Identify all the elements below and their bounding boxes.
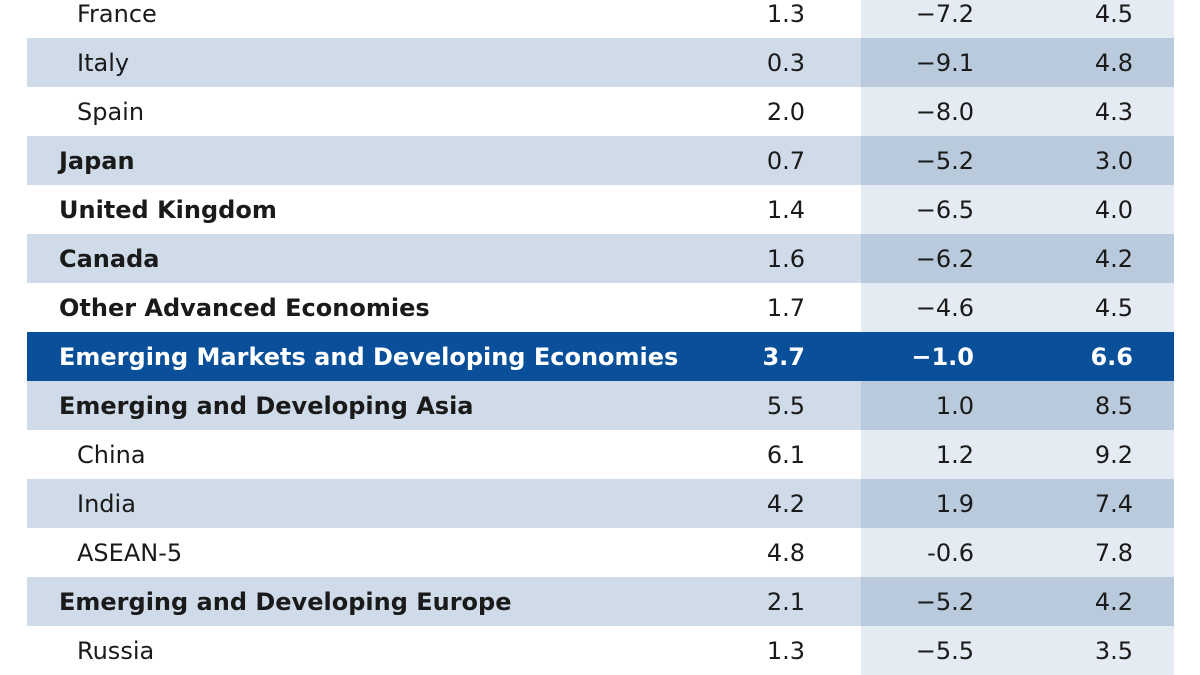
cell-value: −6.2 (915, 244, 974, 273)
cell-value: −5.2 (915, 587, 974, 616)
cell-value: 3.5 (1094, 636, 1133, 665)
row-label: Emerging Markets and Developing Economie… (59, 342, 679, 371)
column-shade (861, 528, 1174, 577)
cell-value: 2.1 (766, 587, 805, 616)
table-row: Italy 0.3 −9.1 4.8 (27, 38, 1174, 87)
table-row: United Kingdom 1.4 −6.5 4.0 (27, 185, 1174, 234)
cell-value: −5.5 (915, 636, 974, 665)
column-shade (861, 283, 1174, 332)
growth-table: France 1.3 −7.2 4.5 Italy 0.3 −9.1 4.8 Spain 2.0 −… (27, 0, 1174, 675)
table-row: China 6.1 1.2 9.2 (27, 430, 1174, 479)
cell-value: 4.2 (1094, 587, 1133, 616)
cell-value: 6.1 (766, 440, 805, 469)
column-shade (861, 479, 1174, 528)
column-shade (861, 87, 1174, 136)
row-label: Other Advanced Economies (59, 293, 430, 322)
cell-value: 1.2 (935, 440, 974, 469)
cell-value: 8.5 (1094, 391, 1133, 420)
cell-value: 5.5 (766, 391, 805, 420)
table-row: Other Advanced Economies 1.7 −4.6 4.5 (27, 283, 1174, 332)
row-label: India (77, 489, 136, 518)
cell-value: 4.2 (766, 489, 805, 518)
cell-value: −5.2 (915, 146, 974, 175)
row-label: China (77, 440, 146, 469)
table-row: Spain 2.0 −8.0 4.3 (27, 87, 1174, 136)
cell-value: 4.8 (1094, 48, 1133, 77)
cell-value: −9.1 (915, 48, 974, 77)
cell-value: 0.3 (766, 48, 805, 77)
table-row: ASEAN-5 4.8 -0.6 7.8 (27, 528, 1174, 577)
row-label: Emerging and Developing Asia (59, 391, 474, 420)
column-shade (861, 136, 1174, 185)
cell-value: -0.6 (927, 538, 974, 567)
column-shade (861, 577, 1174, 626)
row-label: Russia (77, 636, 155, 665)
column-shade (861, 0, 1174, 38)
cell-value: 1.3 (766, 0, 805, 28)
cell-value: 4.2 (1094, 244, 1133, 273)
cell-value: 4.8 (766, 538, 805, 567)
cell-value: 4.5 (1094, 293, 1133, 322)
column-shade (861, 381, 1174, 430)
table-row: Emerging Markets and Developing Economie… (27, 332, 1174, 381)
cell-value: 9.2 (1094, 440, 1133, 469)
row-label: United Kingdom (59, 195, 277, 224)
cell-value: 7.8 (1094, 538, 1133, 567)
cell-value: 2.0 (766, 97, 805, 126)
table-row: Emerging and Developing Europe 2.1 −5.2 4.2 (27, 577, 1174, 626)
row-label: Canada (59, 244, 160, 273)
cell-value: 1.4 (766, 195, 805, 224)
cell-value: 4.3 (1094, 97, 1133, 126)
column-shade (861, 234, 1174, 283)
table-row: Japan 0.7 −5.2 3.0 (27, 136, 1174, 185)
table-row: Emerging and Developing Asia 5.5 1.0 8.5 (27, 381, 1174, 430)
cell-value: 1.7 (766, 293, 805, 322)
cell-value: 7.4 (1094, 489, 1133, 518)
column-shade (861, 430, 1174, 479)
row-label: Italy (77, 48, 130, 77)
row-label: Spain (77, 97, 145, 126)
cell-value: −4.6 (915, 293, 974, 322)
table-row: France 1.3 −7.2 4.5 (27, 0, 1174, 38)
row-label: France (77, 0, 157, 28)
cell-value: 3.7 (762, 342, 805, 371)
cell-value: 1.6 (766, 244, 805, 273)
row-label: Japan (59, 146, 135, 175)
cell-value: 0.7 (766, 146, 805, 175)
column-shade (861, 626, 1174, 675)
cell-value: −8.0 (915, 97, 974, 126)
cell-value: −1.0 (911, 342, 974, 371)
cell-value: 1.0 (935, 391, 974, 420)
cell-value: 6.6 (1090, 342, 1133, 371)
table-row: India 4.2 1.9 7.4 (27, 479, 1174, 528)
cell-value: 1.3 (766, 636, 805, 665)
column-shade (861, 185, 1174, 234)
cell-value: 3.0 (1094, 146, 1133, 175)
cell-value: 1.9 (935, 489, 974, 518)
cell-value: −6.5 (915, 195, 974, 224)
table-row: Russia 1.3 −5.5 3.5 (27, 626, 1174, 675)
cell-value: 4.5 (1094, 0, 1133, 28)
column-shade (861, 38, 1174, 87)
table-row: Canada 1.6 −6.2 4.2 (27, 234, 1174, 283)
cell-value: 4.0 (1094, 195, 1133, 224)
row-label: Emerging and Developing Europe (59, 587, 512, 616)
cell-value: −7.2 (915, 0, 974, 28)
row-label: ASEAN-5 (77, 538, 183, 567)
